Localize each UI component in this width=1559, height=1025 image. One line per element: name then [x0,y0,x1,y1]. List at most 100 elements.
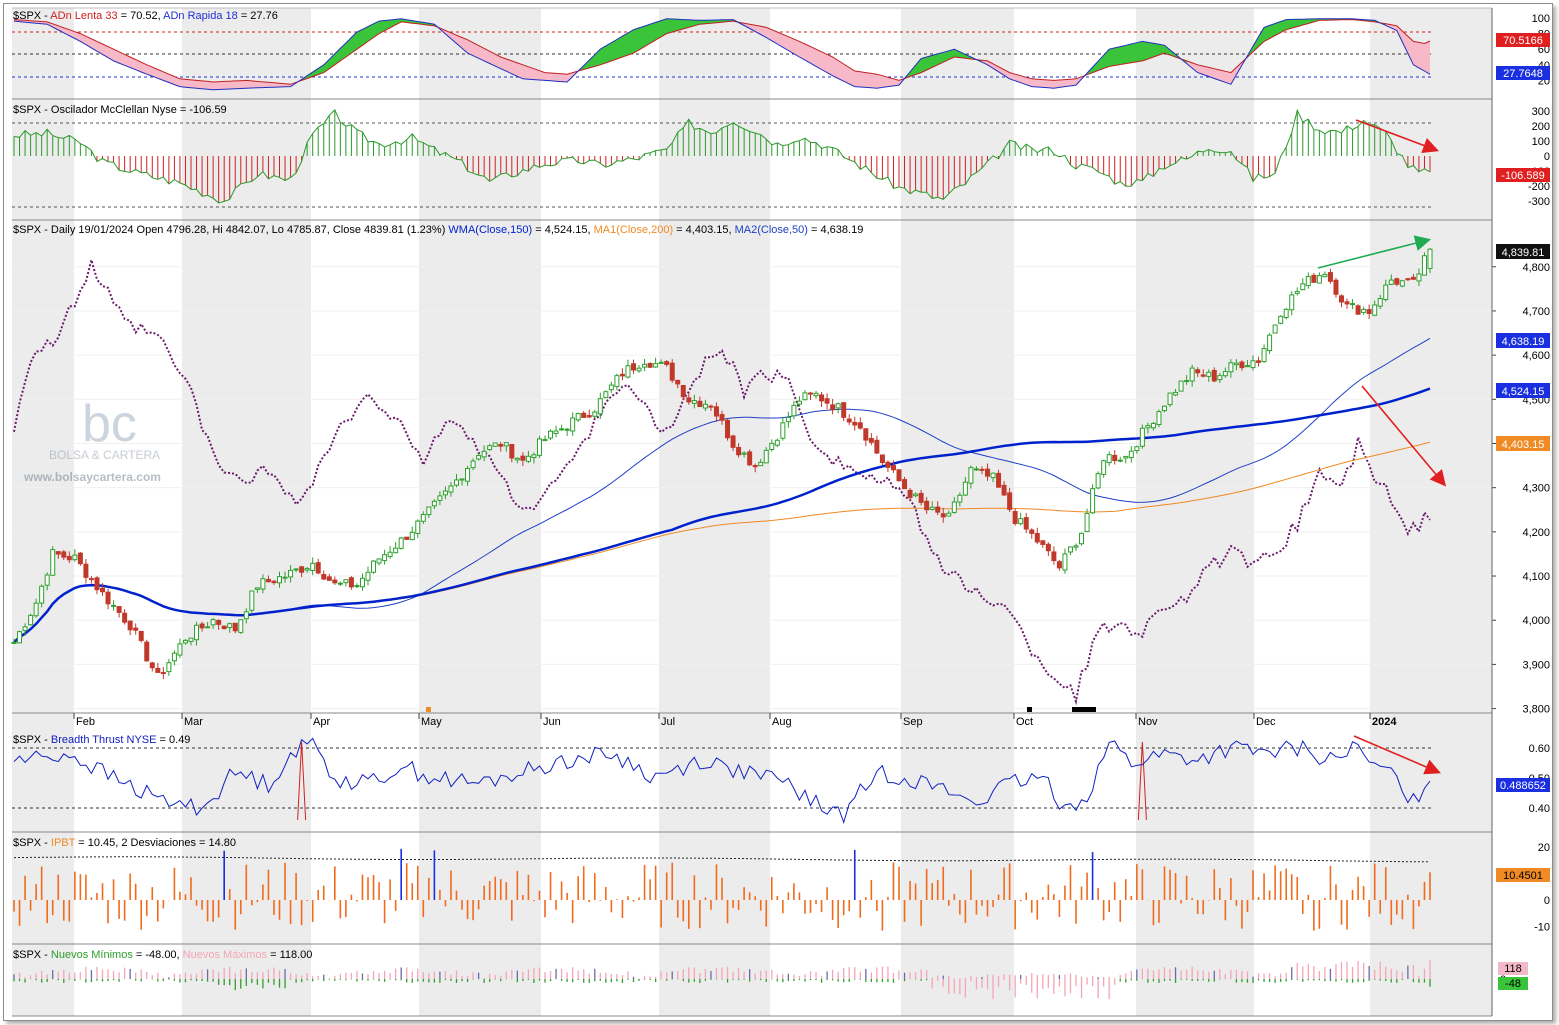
candle-body [653,363,659,368]
candle-body [597,398,603,415]
candle-body [1123,455,1129,459]
breadth-thrust-tick-label: 0.40 [1529,803,1550,815]
ipbt-y-axis: 20100-10 [1534,842,1550,934]
candle-body [116,606,122,613]
candle-body [990,472,996,479]
candle-body [61,551,67,558]
candle-body [863,428,869,441]
price-tick-label: 4,000 [1522,615,1550,627]
candle-body [149,662,155,669]
candle-body [476,455,482,460]
candle-body [254,587,260,590]
candle-body [166,662,172,673]
mcclellan-histogram [13,109,1431,204]
mcclellan-tick-label: 0 [1544,151,1550,163]
candle-body [642,363,648,368]
mcclellan-tick-label: -200 [1528,181,1550,193]
candle-body [691,400,697,404]
candle-body [1134,446,1140,451]
candle-body [830,404,836,411]
candle-body [918,492,924,503]
candle-body [979,468,985,471]
candle-body [321,574,327,580]
candle-body [1305,276,1311,287]
adn-title: $SPX - ADn Lenta 33 = 70.52, ADn Rapida … [13,10,278,22]
candle-body [437,495,443,501]
candle-body [902,479,908,490]
candle-body [1045,543,1051,552]
candle-body [592,411,598,417]
adn-lenta-33-line [13,19,1431,85]
panel-new-highs-lows: $SPX - Nuevos Mínimos = -48.00, Nuevos M… [12,949,1528,1017]
candle-body [304,568,310,571]
close-badge: 4,839.81 [1496,244,1550,259]
candle-body [332,579,338,584]
candle-body [277,576,282,584]
candle-body [1040,540,1046,545]
event-marker-may [426,707,431,712]
candle-body [763,449,769,464]
candle-body [913,493,919,497]
candle-body [669,362,675,381]
candle-body [951,501,957,513]
watermark-logo: bc BOLSA & CARTERA www.bolsaycartera.com [23,395,161,484]
candle-body [1294,291,1300,294]
candle-body [658,361,664,364]
svg-text:70.5166: 70.5166 [1503,35,1543,47]
candle-body [1067,546,1073,553]
candle-body [11,641,17,644]
candle-body [1184,380,1190,383]
candle-body [1023,517,1029,530]
candle-body [1261,348,1267,363]
candle-body [1101,460,1107,475]
candle-body [996,472,1002,488]
month-band [12,8,74,1016]
candle-body [785,417,791,423]
candle-body [337,582,343,585]
candle-body [1150,422,1156,429]
ipbt-title: $SPX - IPBT = 10.45, 2 Desviaciones = 14… [13,837,236,849]
panel-ipbt: $SPX - IPBT = 10.45, 2 Desviaciones = 14… [12,837,1550,945]
candle-body [929,506,935,510]
price-tick-label: 4,300 [1522,483,1550,495]
candle-body [299,566,305,573]
month-label: Oct [1016,716,1033,728]
candle-body [1062,553,1068,571]
candle-body [420,513,426,522]
candle-body [404,536,410,540]
new-lows-badge: -48 [1498,977,1528,990]
candle-body [713,406,719,417]
ipbt-tick-label: 20 [1538,842,1550,854]
candle-body [813,392,819,397]
ipbt-histogram [13,848,1431,931]
candle-body [581,412,587,418]
month-axis: Feb Mar Apr May Jun Jul Aug Sep Oct Nov Dec 2024 [73,713,1397,728]
candle-body [315,562,321,574]
month-label: Dec [1256,716,1276,728]
candle-body [465,467,471,482]
candle-body [625,365,631,378]
svg-text:4,638.19: 4,638.19 [1502,336,1545,348]
candle-body [1178,380,1184,392]
candle-body [509,444,515,459]
candle-body [194,624,200,641]
candle-body [448,485,454,493]
candle-body [536,438,542,456]
candle-body [575,413,581,421]
month-band [901,8,1014,1016]
candle-body [819,394,825,402]
candle-body [33,602,39,617]
event-marker-oct-2 [1072,707,1096,712]
svg-text:-48: -48 [1505,978,1521,990]
candle-body [935,506,941,513]
candle-body [171,652,177,662]
ipbt-tick-label: 0 [1544,895,1550,907]
candle-body [747,451,753,466]
candle-body [1056,561,1062,569]
candle-body [879,454,885,464]
candle-body [227,623,233,629]
candle-body [542,439,548,442]
breadth-thrust-down-arrow [1353,735,1441,775]
month-shading [12,8,1492,1016]
candle-body [603,391,609,399]
